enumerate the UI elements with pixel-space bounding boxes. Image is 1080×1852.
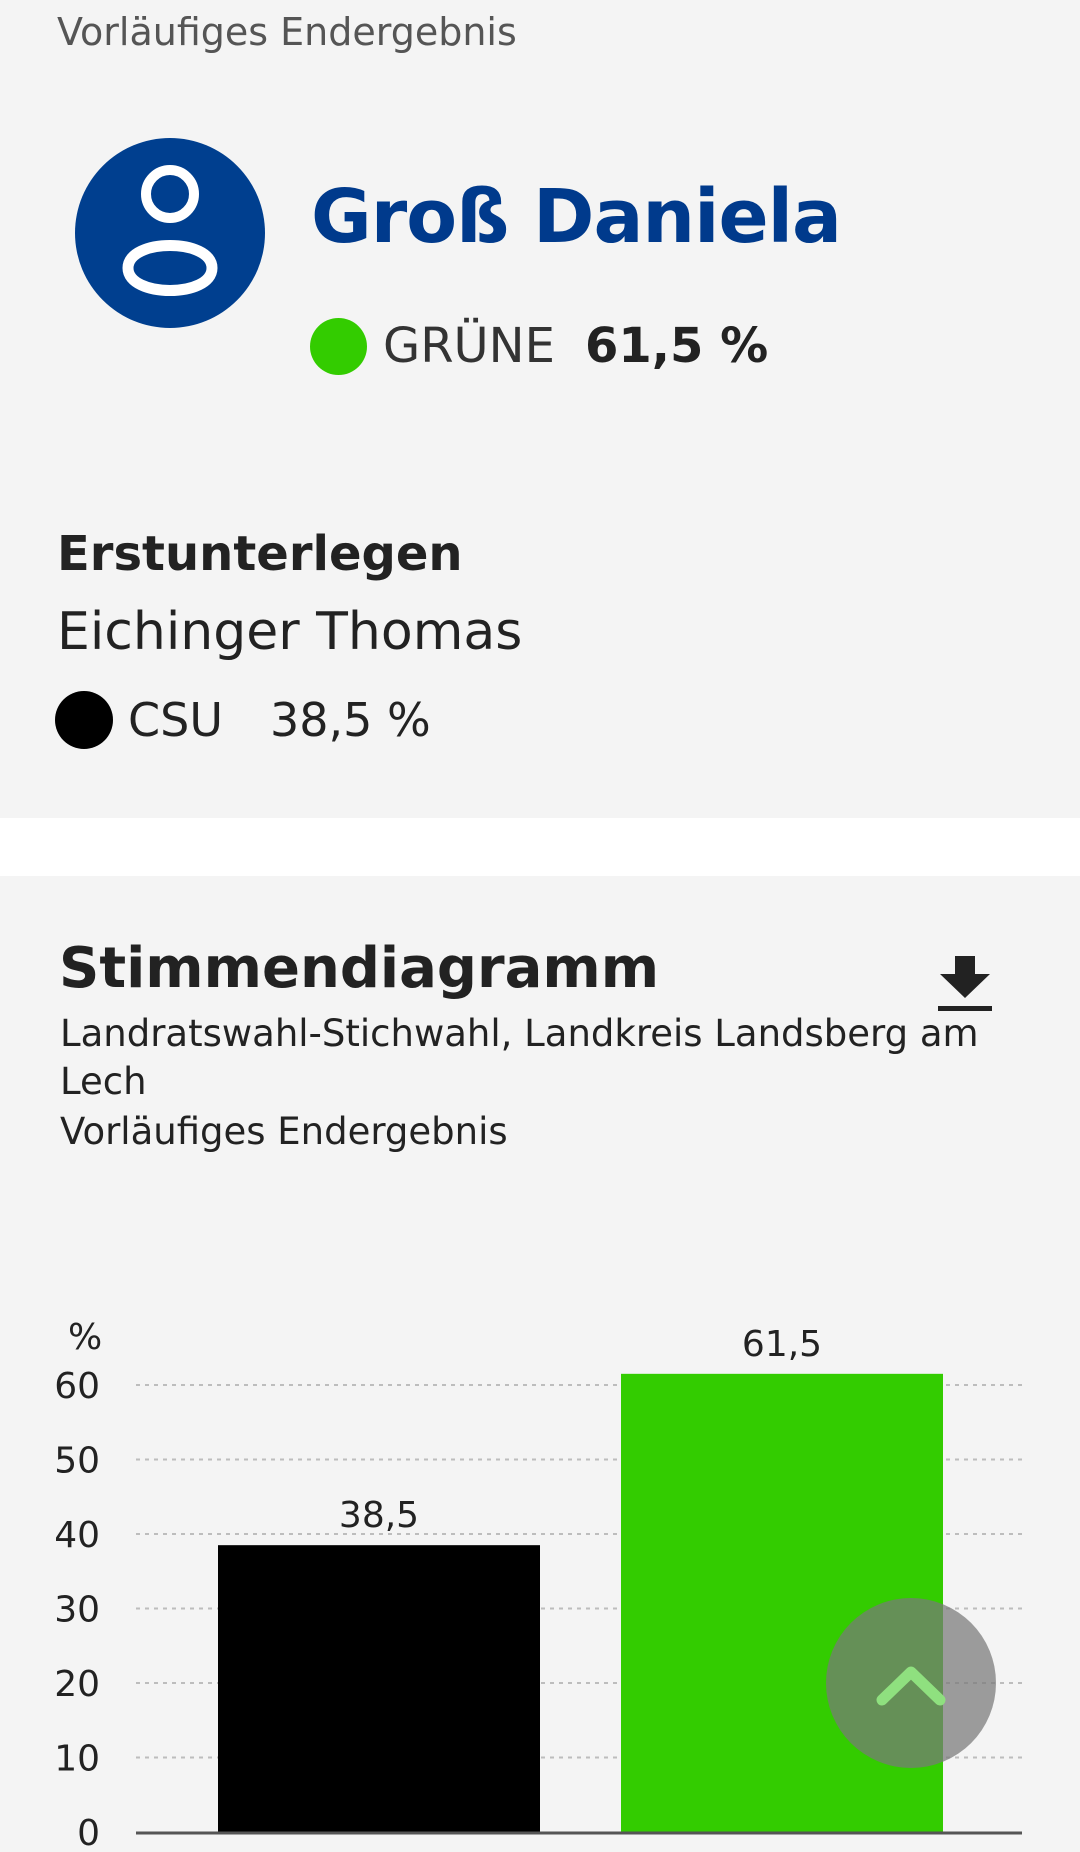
data-label: 38,5: [339, 1495, 419, 1536]
y-axis-ticks: 0 10 20 30 40 50 60: [54, 1366, 100, 1852]
y-tick-label: 50: [54, 1441, 100, 1482]
y-tick-label: 60: [54, 1366, 100, 1407]
result-status: Vorläufiges Endergebnis: [57, 10, 517, 54]
winner-party-color-dot: [310, 318, 367, 375]
chart-title: Stimmendiagramm: [59, 936, 660, 1001]
runner-up-name: Eichinger Thomas: [57, 602, 523, 662]
y-tick-label: 0: [77, 1813, 100, 1852]
winner-percent: 61,5 %: [585, 318, 769, 374]
y-tick-label: 30: [54, 1590, 100, 1631]
runner-up-party: CSU: [128, 693, 223, 747]
runner-up-percent: 38,5 %: [270, 693, 431, 747]
y-tick-label: 40: [54, 1515, 100, 1556]
person-circle-icon: [75, 138, 265, 328]
data-label: 61,5: [742, 1324, 822, 1365]
runner-up-party-color-dot: [55, 691, 113, 749]
bar-csu: [218, 1545, 540, 1832]
runner-up-heading: Erstunterlegen: [57, 526, 463, 582]
chevron-up-icon: [876, 1666, 946, 1706]
y-tick-label: 20: [54, 1664, 100, 1705]
chart-subtitle: Landratswahl-Stichwahl, Landkreis Landsb…: [60, 1012, 979, 1103]
winner-name: Groß Daniela: [311, 174, 842, 260]
scroll-to-top-button[interactable]: [826, 1598, 996, 1768]
result-card: Vorläufiges Endergebnis Groß Daniela GRÜ…: [0, 0, 1080, 818]
y-axis-unit: %: [68, 1317, 102, 1358]
download-icon[interactable]: [936, 954, 994, 1012]
chart-data-labels: 38,5 61,5: [339, 1324, 822, 1536]
y-tick-label: 10: [54, 1739, 100, 1780]
chart-status: Vorläufiges Endergebnis: [60, 1110, 508, 1153]
winner-party: GRÜNE: [383, 318, 555, 374]
